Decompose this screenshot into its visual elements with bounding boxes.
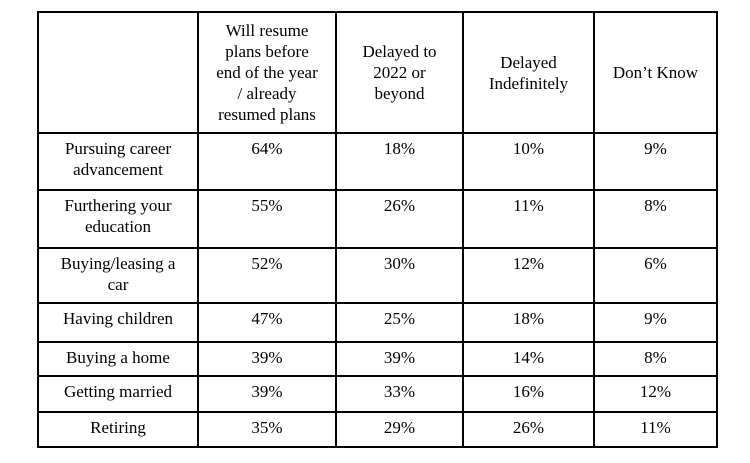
cell-value: 12% (593, 375, 718, 413)
table-row-buying-leasing-car: Buying/leasing a car 52% 30% 12% 6% (37, 247, 718, 304)
cell-value: 47% (197, 302, 337, 343)
row-label: Pursuing career advancement (37, 132, 199, 191)
cell-value: 6% (593, 247, 718, 304)
row-label: Buying/leasing a car (37, 247, 199, 304)
cell-value: 16% (462, 375, 595, 413)
cell-value: 11% (593, 411, 718, 448)
cell-value: 30% (335, 247, 464, 304)
cell-value: 26% (462, 411, 595, 448)
cell-value: 11% (462, 189, 595, 249)
cell-value: 55% (197, 189, 337, 249)
row-label: Having children (37, 302, 199, 343)
cell-value: 18% (462, 302, 595, 343)
cell-value: 8% (593, 189, 718, 249)
cell-value: 12% (462, 247, 595, 304)
table-row-furthering-education: Furthering your education 55% 26% 11% 8% (37, 189, 718, 249)
cell-value: 25% (335, 302, 464, 343)
cell-value: 29% (335, 411, 464, 448)
cell-value: 52% (197, 247, 337, 304)
column-header-delayed-2022: Delayed to 2022 or beyond (335, 11, 464, 134)
table-row-retiring: Retiring 35% 29% 26% 11% (37, 411, 718, 448)
cell-value: 35% (197, 411, 337, 448)
table-row-pursuing-career: Pursuing career advancement 64% 18% 10% … (37, 132, 718, 191)
cell-value: 26% (335, 189, 464, 249)
row-label: Furthering your education (37, 189, 199, 249)
column-header-dont-know: Don’t Know (593, 11, 718, 134)
cell-value: 10% (462, 132, 595, 191)
corner-cell (37, 11, 199, 134)
cell-value: 9% (593, 132, 718, 191)
cell-value: 9% (593, 302, 718, 343)
cell-value: 39% (335, 341, 464, 377)
cell-value: 18% (335, 132, 464, 191)
row-label: Getting married (37, 375, 199, 413)
cell-value: 33% (335, 375, 464, 413)
cell-value: 39% (197, 375, 337, 413)
cell-value: 64% (197, 132, 337, 191)
column-header-delayed-indefinitely: Delayed Indefinitely (462, 11, 595, 134)
row-label: Retiring (37, 411, 199, 448)
table-row-buying-home: Buying a home 39% 39% 14% 8% (37, 341, 718, 377)
header-row: Will resume plans before end of the year… (37, 11, 718, 134)
column-header-will-resume: Will resume plans before end of the year… (197, 11, 337, 134)
resumed-plans-table: Will resume plans before end of the year… (37, 11, 718, 448)
row-label: Buying a home (37, 341, 199, 377)
cell-value: 8% (593, 341, 718, 377)
cell-value: 14% (462, 341, 595, 377)
cell-value: 39% (197, 341, 337, 377)
table-row-having-children: Having children 47% 25% 18% 9% (37, 302, 718, 343)
table-row-getting-married: Getting married 39% 33% 16% 12% (37, 375, 718, 413)
